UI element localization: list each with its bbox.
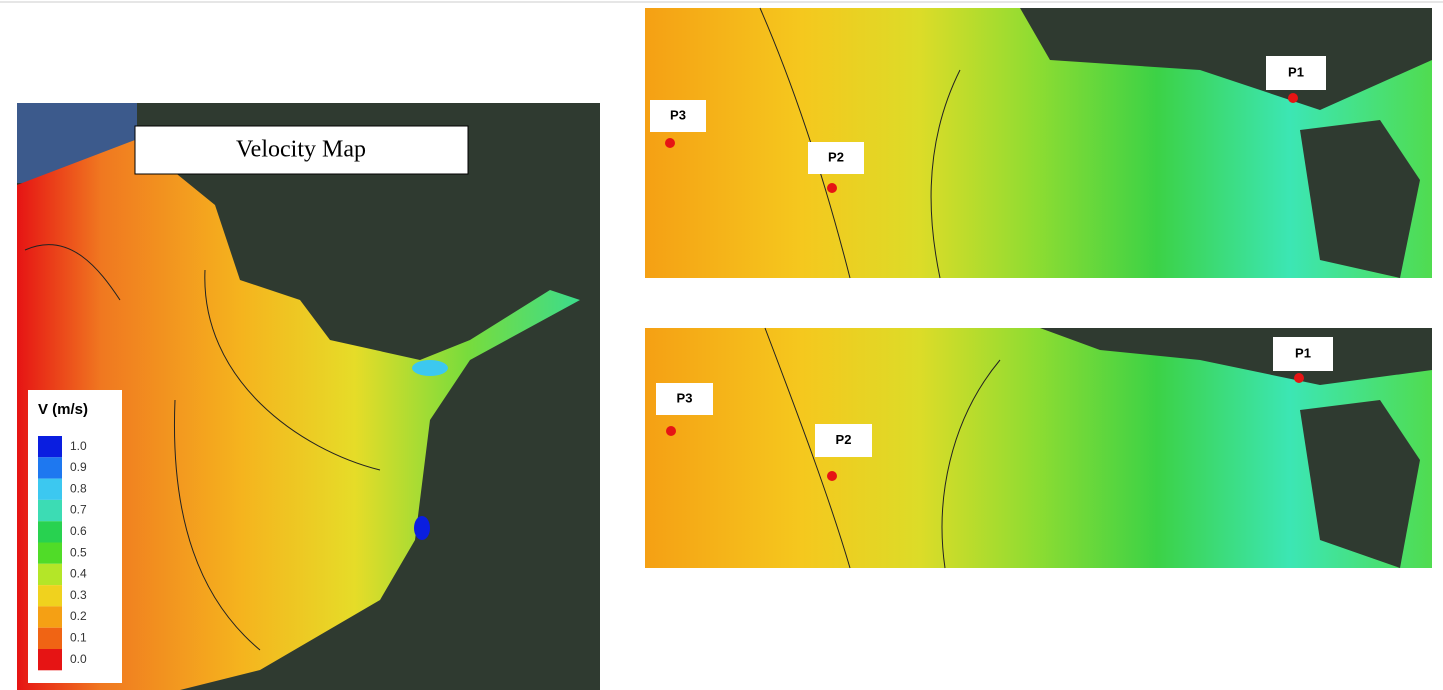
legend-label: 0.3 — [70, 588, 87, 602]
legend-swatch — [38, 585, 62, 607]
point-marker — [665, 138, 675, 148]
legend-swatch — [38, 606, 62, 628]
legend-swatch — [38, 627, 62, 649]
map-title: Velocity Map — [236, 137, 366, 163]
point-label: P1 — [1288, 64, 1304, 79]
top-panel — [645, 7, 1432, 279]
legend-label: 0.5 — [70, 545, 87, 559]
legend-swatch — [38, 478, 62, 500]
legend-label: 0.2 — [70, 609, 87, 623]
legend-label: 0.7 — [70, 503, 87, 517]
point-marker — [827, 471, 837, 481]
point-marker — [827, 183, 837, 193]
legend-swatch — [38, 457, 62, 479]
legend-title: V (m/s) — [38, 401, 88, 418]
point-label-box — [1273, 337, 1333, 371]
legend-label: 0.6 — [70, 524, 87, 538]
point-label-box — [656, 383, 713, 415]
legend-swatch — [38, 563, 62, 586]
legend-label: 0.9 — [70, 460, 87, 474]
legend-label: 1.0 — [70, 439, 87, 453]
legend-swatch — [38, 649, 62, 671]
legend-swatch — [38, 521, 62, 543]
point-label-box — [650, 100, 706, 132]
legend-label: 0.8 — [70, 481, 87, 495]
point-label: P2 — [828, 149, 844, 164]
legend-swatch — [38, 542, 62, 564]
point-marker — [1294, 373, 1304, 383]
legend: V (m/s) 1.0 0.9 0.8 0.7 0.6 0.5 0.4 0.3 0.2 0.1 0.… — [28, 390, 122, 683]
bottom-panel — [645, 327, 1432, 569]
point-label: P1 — [1295, 345, 1311, 360]
point-label: P2 — [836, 432, 852, 447]
legend-label: 0.4 — [70, 567, 87, 581]
point-label: P3 — [670, 107, 686, 122]
legend-label: 0.0 — [70, 652, 87, 666]
point-marker — [666, 426, 676, 436]
legend-swatch — [38, 436, 62, 458]
point-label-box — [1266, 56, 1326, 90]
point-label-box — [808, 142, 864, 174]
legend-swatch — [38, 499, 62, 522]
point-marker — [1288, 93, 1298, 103]
point-label: P3 — [677, 390, 693, 405]
legend-label: 0.1 — [70, 631, 87, 645]
point-label-box — [815, 424, 872, 457]
title-box: Velocity Map — [134, 125, 469, 175]
